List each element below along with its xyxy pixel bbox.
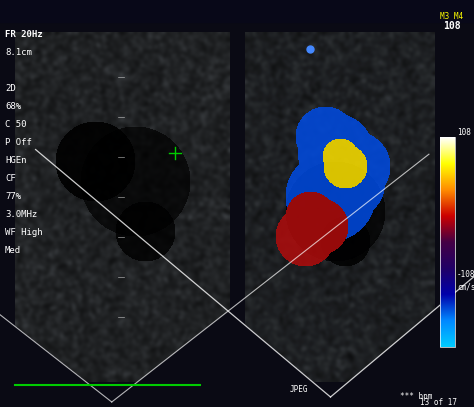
Text: C 50: C 50 bbox=[5, 120, 27, 129]
Text: Med: Med bbox=[5, 246, 21, 255]
Text: 68%: 68% bbox=[5, 102, 21, 111]
Text: 108: 108 bbox=[443, 21, 461, 31]
Text: JPEG: JPEG bbox=[290, 385, 309, 394]
Text: 13 of 17: 13 of 17 bbox=[420, 398, 457, 407]
Text: M3 M4: M3 M4 bbox=[440, 12, 463, 21]
Text: HGEn: HGEn bbox=[5, 156, 27, 165]
Text: 8.1cm: 8.1cm bbox=[5, 48, 32, 57]
Text: *** bpm: *** bpm bbox=[400, 392, 432, 401]
Text: WF High: WF High bbox=[5, 228, 43, 237]
Text: 108: 108 bbox=[457, 128, 471, 137]
Text: 3.0MHz: 3.0MHz bbox=[5, 210, 37, 219]
Text: cm/s: cm/s bbox=[457, 282, 474, 291]
Text: FR 20Hz: FR 20Hz bbox=[5, 30, 43, 39]
Text: -108: -108 bbox=[457, 270, 474, 279]
Text: 77%: 77% bbox=[5, 192, 21, 201]
Bar bbox=[0, 0, 474, 22]
Text: CF: CF bbox=[5, 174, 16, 183]
Text: P Off: P Off bbox=[5, 138, 32, 147]
Text: 2D: 2D bbox=[5, 84, 16, 93]
Bar bbox=[440, 137, 455, 347]
